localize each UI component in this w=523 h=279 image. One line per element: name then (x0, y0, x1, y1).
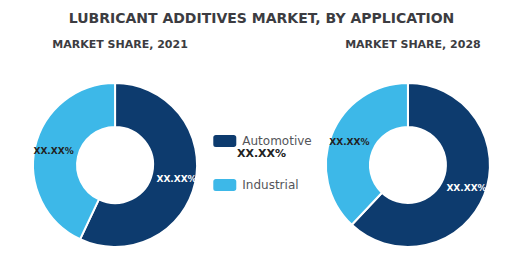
svg-text:MARKET SHARE, 2028: MARKET SHARE, 2028 (345, 38, 481, 51)
svg-text:XX.XX%: XX.XX% (237, 147, 286, 160)
svg-text:LUBRICANT ADDITIVES MARKET, BY: LUBRICANT ADDITIVES MARKET, BY APPLICATI… (69, 10, 455, 26)
svg-text:MARKET SHARE, 2021: MARKET SHARE, 2021 (52, 38, 188, 51)
svg-text:Industrial: Industrial (242, 178, 298, 192)
svg-text:XX.XX%: XX.XX% (33, 146, 73, 156)
svg-text:XX.XX%: XX.XX% (446, 183, 486, 193)
svg-text:XX.XX%: XX.XX% (329, 137, 369, 147)
svg-text:Automotive: Automotive (242, 134, 311, 148)
svg-text:XX.XX%: XX.XX% (156, 174, 196, 184)
